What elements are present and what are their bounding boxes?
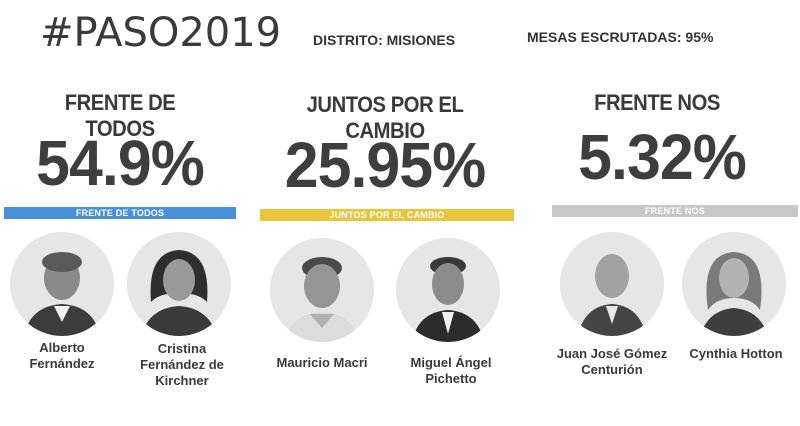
- candidate-name-miguel-angel-pichetto: Miguel Ángel Pichetto: [396, 355, 506, 387]
- candidate-photo-mauricio-macri: [270, 238, 374, 342]
- party-percent-frente-de-todos: 54.9%: [36, 127, 205, 199]
- person-silhouette-icon: [270, 238, 374, 342]
- person-silhouette-icon: [560, 232, 664, 336]
- candidate-photo-alberto-fernandez: [10, 232, 114, 336]
- candidate-photo-juan-jose-gomez-centurion: [560, 232, 664, 336]
- candidate-photo-cristina-fernandez-de-kirchner: [127, 232, 231, 336]
- person-silhouette-icon: [10, 232, 114, 336]
- candidate-name-juan-jose-gomez-centurion: Juan José Gómez Centurión: [548, 346, 676, 378]
- party-name-frente-nos: FRENTE NOS: [594, 90, 720, 115]
- party-bar-frente-nos: FRENTE NOS: [552, 205, 798, 217]
- person-silhouette-icon: [396, 238, 500, 342]
- party-name-juntos-por-el-cambio: JUNTOS POR EL CAMBIO: [306, 92, 464, 143]
- candidate-name-line: Kirchner: [155, 373, 209, 388]
- candidate-name-mauricio-macri: Mauricio Macri: [266, 355, 378, 371]
- candidate-name-line: Juan José Gómez: [556, 346, 668, 361]
- party-percent-juntos-por-el-cambio: 25.95%: [284, 129, 486, 201]
- candidate-photo-cynthia-hotton: [682, 232, 786, 336]
- person-silhouette-icon: [682, 232, 786, 336]
- candidate-name-line: Mauricio Macri: [276, 355, 368, 370]
- candidate-name-line: Centurión: [581, 362, 643, 377]
- candidate-name-line: Fernández: [29, 356, 95, 371]
- candidate-name-line: Cristina: [157, 341, 207, 356]
- party-bar-frente-de-todos: FRENTE DE TODOS: [4, 207, 236, 219]
- candidate-name-line: Cynthia Hotton: [689, 346, 783, 361]
- party-percent-frente-nos: 5.32%: [578, 121, 747, 193]
- candidate-name-cristina-fernandez-de-kirchner: Cristina Fernández de Kirchner: [127, 341, 237, 389]
- candidate-name-line: Pichetto: [425, 371, 477, 386]
- hashtag-title: #PASO2019: [40, 10, 282, 56]
- candidate-name-line: Fernández de: [140, 357, 224, 372]
- person-silhouette-icon: [127, 232, 231, 336]
- candidate-photo-miguel-angel-pichetto: [396, 238, 500, 342]
- party-bar-label: JUNTOS POR EL CAMBIO: [329, 210, 445, 220]
- party-name-frente-de-todos: FRENTE DE TODOS: [64, 90, 176, 141]
- party-bar-label: FRENTE DE TODOS: [75, 208, 165, 218]
- tables-counted-label: MESAS ESCRUTADAS: 95%: [527, 29, 714, 45]
- district-label: DISTRITO: MISIONES: [313, 32, 456, 48]
- candidate-name-line: Miguel Ángel: [410, 355, 492, 370]
- candidate-name-cynthia-hotton: Cynthia Hotton: [680, 346, 792, 362]
- candidate-name-line: Alberto: [39, 340, 85, 355]
- candidate-name-alberto-fernandez: Alberto Fernández: [20, 340, 104, 372]
- party-bar-juntos-por-el-cambio: JUNTOS POR EL CAMBIO: [260, 209, 514, 221]
- party-bar-label: FRENTE NOS: [644, 206, 705, 216]
